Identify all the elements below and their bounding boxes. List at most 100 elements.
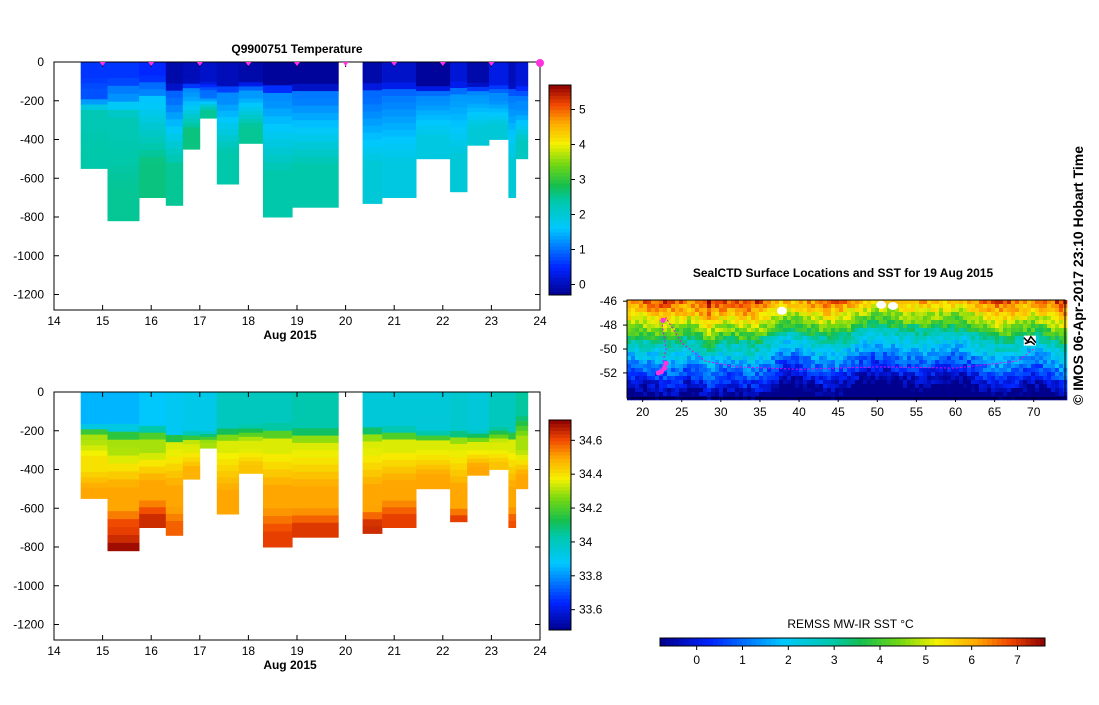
profile-cell — [80, 413, 108, 419]
sst-cell — [883, 368, 888, 373]
sst-cell — [819, 344, 824, 349]
sst-cell — [687, 388, 692, 393]
sst-cell — [659, 388, 664, 393]
sst-cell — [835, 392, 840, 397]
sst-cell — [751, 364, 756, 369]
track-line — [657, 316, 1035, 374]
sst-cell — [1047, 316, 1052, 321]
profile-cell — [165, 406, 184, 414]
sst-cell — [867, 348, 872, 353]
profile-cell — [515, 435, 529, 441]
sst-cell — [731, 320, 736, 325]
colorbar-swatch — [549, 270, 571, 275]
sst-cell — [707, 340, 712, 345]
sst-cell — [899, 368, 904, 373]
sst-cell — [951, 380, 956, 385]
profile-cell — [263, 539, 293, 548]
sst-cell — [967, 372, 972, 377]
sst-cell — [1015, 384, 1020, 389]
profile-cell — [508, 143, 517, 151]
surface-marker — [196, 62, 203, 66]
sst-cell — [855, 388, 860, 393]
profile-cell — [216, 428, 240, 436]
sst-cell — [859, 392, 864, 397]
sst-cell — [983, 380, 988, 385]
profile-cell — [362, 526, 383, 534]
sst-cell — [975, 384, 980, 389]
sst-cell — [715, 376, 720, 381]
sst-cell — [791, 328, 796, 333]
sst-cell — [827, 372, 832, 377]
sst-cell — [691, 316, 696, 321]
sst-cell — [759, 364, 764, 369]
sst-colorbar-swatch — [915, 638, 921, 646]
sst-cell — [755, 384, 760, 389]
profile-cell — [199, 422, 218, 427]
profile-cell — [199, 70, 218, 74]
sst-cell — [763, 384, 768, 389]
sst-cell — [883, 364, 888, 369]
sst-colorbar-swatch — [963, 638, 969, 646]
sst-cell — [915, 360, 920, 365]
colorbar-swatch — [549, 162, 571, 166]
sst-cell — [695, 352, 700, 357]
sst-cell — [939, 364, 944, 369]
sst-cell — [679, 304, 684, 309]
colorbar-swatch — [549, 235, 571, 240]
sst-colorbar-swatch — [741, 638, 748, 646]
sst-cell — [947, 336, 952, 341]
sst-cell — [847, 392, 852, 397]
sst-cell — [855, 328, 860, 333]
sst-cell — [739, 356, 744, 361]
sst-cell — [707, 388, 712, 393]
sst-cell — [771, 384, 776, 389]
sst-cell — [739, 360, 744, 365]
sst-cell — [835, 324, 840, 329]
sst-cell — [971, 392, 976, 397]
surface-marker — [294, 62, 300, 66]
sst-cell — [763, 332, 768, 337]
sst-cell — [887, 356, 892, 361]
sst-cell — [959, 364, 964, 369]
sst-cell — [839, 356, 844, 361]
sst-cell — [695, 316, 700, 321]
sst-cell — [987, 320, 992, 325]
sst-cell — [735, 312, 740, 317]
sst-cell — [835, 304, 840, 309]
sst-colorbar-swatch — [857, 638, 863, 646]
sst-cell — [707, 336, 712, 341]
sst-cell — [903, 336, 908, 341]
sst-cell — [1007, 380, 1012, 385]
sst-cell — [1003, 352, 1008, 357]
sst-cell — [651, 316, 656, 321]
profile-cell — [216, 129, 240, 136]
sst-cell — [815, 360, 820, 365]
sst-cell — [659, 312, 664, 317]
sst-cell — [743, 336, 748, 341]
sst-cell — [907, 368, 912, 373]
sst-cell — [895, 316, 900, 321]
sst-cell — [859, 324, 864, 329]
profile-cell — [263, 516, 293, 525]
profile-cell — [238, 465, 264, 470]
sst-cell — [691, 304, 696, 309]
sst-cell — [843, 312, 848, 317]
sst-cell — [951, 388, 956, 393]
sst-cell — [919, 308, 924, 313]
sst-colorbar-swatch — [664, 638, 671, 646]
profile-cell — [489, 100, 509, 106]
sst-cell — [999, 368, 1004, 373]
sst-cell — [711, 372, 716, 377]
sst-cell — [723, 388, 728, 393]
sst-cell — [643, 364, 648, 369]
sst-cell — [827, 352, 832, 357]
map-x-tick-label: 55 — [910, 405, 924, 419]
sst-cell — [1015, 348, 1020, 353]
sst-cell — [1051, 320, 1056, 325]
sst-cell — [799, 372, 804, 377]
sst-cell — [651, 364, 656, 369]
sst-cell — [691, 308, 696, 313]
sst-cell — [939, 372, 944, 377]
sst-cell — [983, 324, 988, 329]
sst-cell — [907, 348, 912, 353]
